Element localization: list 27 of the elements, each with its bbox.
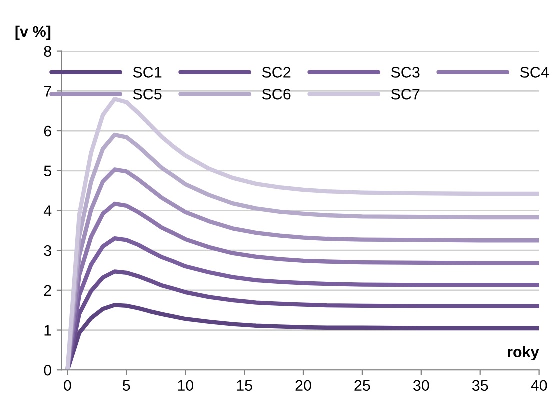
x-tick-label: 10	[178, 380, 194, 392]
y-tick-label: 8	[44, 46, 52, 58]
legend-label: SC5	[133, 88, 162, 100]
x-tick-label: 15	[237, 380, 252, 392]
x-tick-label: 20	[296, 380, 312, 392]
legend-label: SC6	[262, 88, 291, 100]
x-tick-label: 5	[123, 380, 130, 392]
y-tick-label: 3	[44, 245, 52, 256]
y-tick-label: 1	[44, 325, 52, 336]
legend-label: SC4	[520, 67, 549, 78]
y-tick-label: 5	[44, 166, 52, 177]
x-axis-title: roky	[508, 346, 540, 361]
x-tick-label: 35	[472, 380, 488, 392]
legend-label: SC2	[262, 67, 291, 78]
y-tick-label: 0	[44, 364, 52, 376]
x-tick-label: 0	[64, 380, 72, 392]
x-tick-label: 30	[413, 380, 430, 392]
y-tick-label: 2	[44, 285, 52, 296]
legend-label: SC3	[391, 67, 420, 78]
legend-label: SC7	[391, 88, 420, 100]
y-tick-label: 6	[44, 126, 52, 137]
x-tick-label: 40	[531, 380, 548, 392]
y-axis-title: [v %]	[16, 26, 51, 40]
legend-label: SC1	[133, 67, 162, 78]
y-tick-label: 4	[44, 206, 52, 216]
y-tick-label: 7	[44, 86, 52, 97]
x-tick-label: 25	[354, 380, 370, 392]
